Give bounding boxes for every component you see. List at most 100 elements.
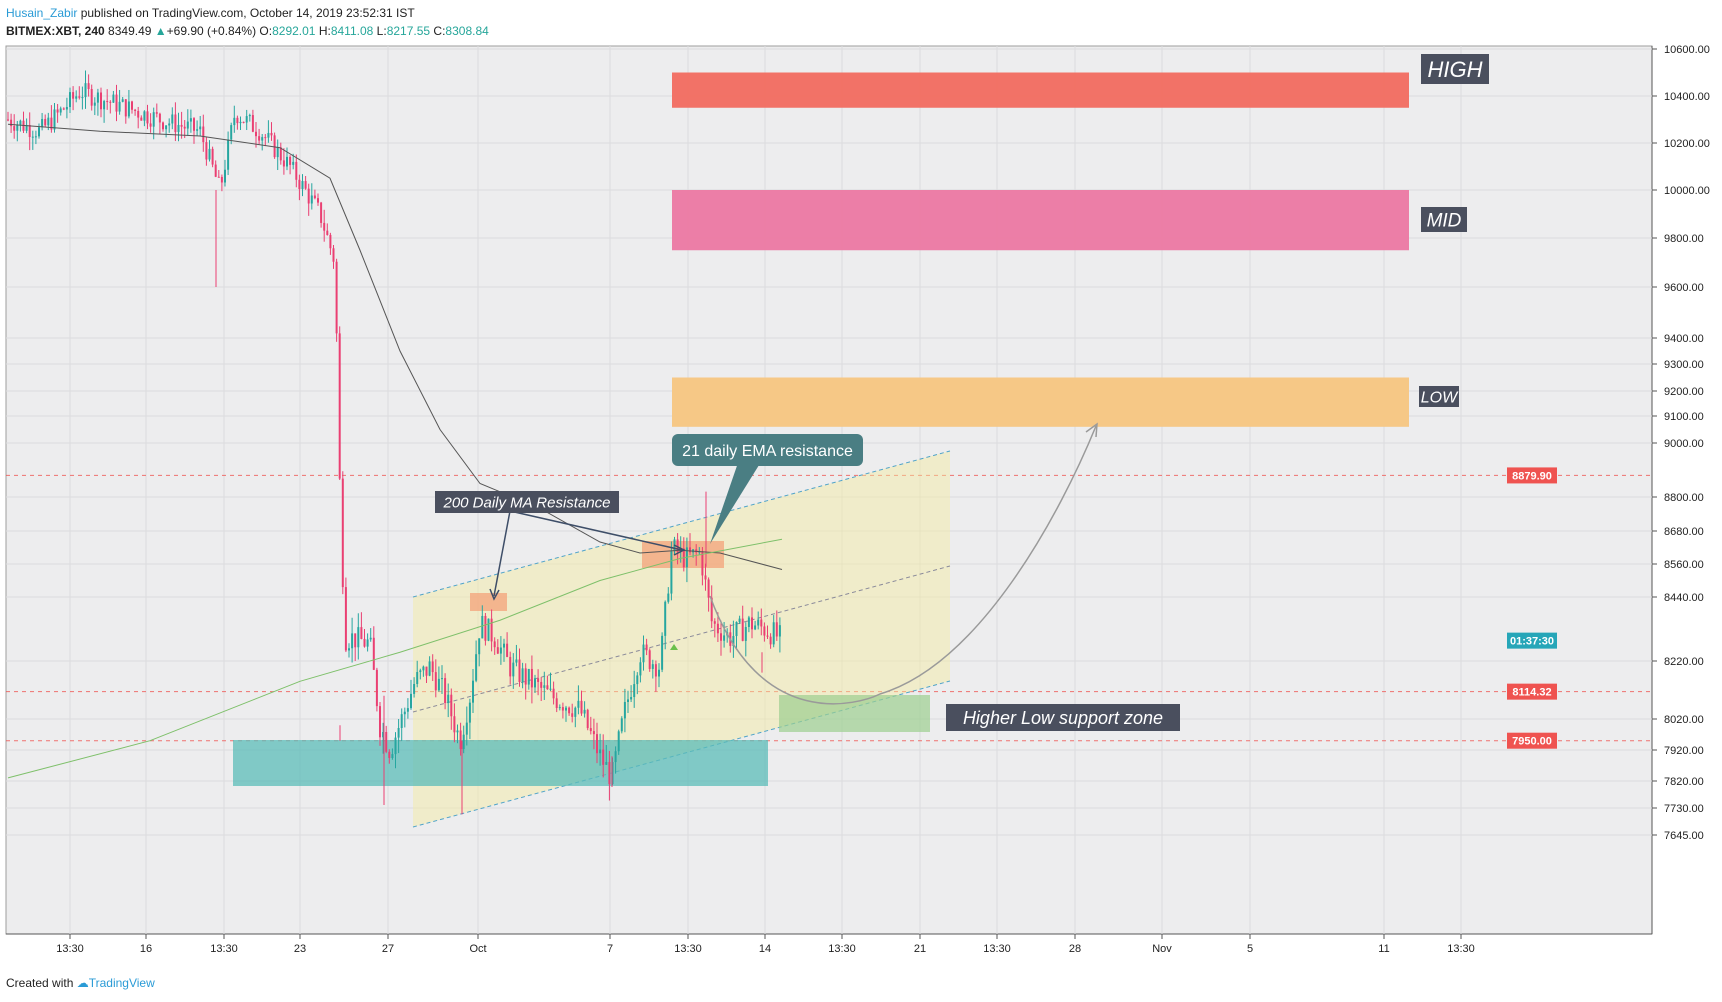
candle-body bbox=[372, 637, 375, 670]
candle-body bbox=[589, 728, 592, 732]
candle-body bbox=[47, 117, 50, 126]
candle-body bbox=[766, 635, 769, 637]
candle-body bbox=[211, 148, 214, 165]
candle-body bbox=[549, 688, 552, 690]
candle-body bbox=[158, 113, 161, 123]
candle-body bbox=[165, 125, 168, 130]
low-label: L: bbox=[376, 24, 387, 38]
candle-body bbox=[65, 107, 68, 110]
candle-body bbox=[422, 666, 425, 671]
candle-body bbox=[109, 101, 112, 103]
candle-body bbox=[168, 123, 171, 126]
candle-body bbox=[738, 618, 741, 622]
candle-body bbox=[279, 147, 282, 161]
candle-body bbox=[357, 627, 360, 648]
candle-body bbox=[242, 121, 245, 123]
candle-body bbox=[574, 707, 577, 717]
candle-body bbox=[667, 593, 670, 602]
candle-body bbox=[329, 234, 332, 249]
time-axis: 13:30 16 13:30 23 27 Oct 7 13:30 14 13:30 21 13:30 2… bbox=[56, 934, 1475, 955]
candle-body bbox=[444, 678, 447, 704]
candle-body bbox=[558, 707, 561, 709]
candle-body bbox=[100, 92, 102, 110]
footer: Created with ☁TradingView bbox=[6, 976, 155, 990]
candle-body bbox=[413, 684, 416, 694]
candle-body bbox=[651, 664, 654, 669]
candle-body bbox=[87, 83, 90, 90]
y-tick-label: 7730.00 bbox=[1664, 803, 1704, 815]
channel-mid bbox=[412, 565, 951, 713]
y-tick-label: 7920.00 bbox=[1664, 745, 1704, 757]
candle-body bbox=[379, 706, 381, 738]
candle-body bbox=[713, 621, 716, 624]
candle-body bbox=[487, 618, 490, 641]
candle-body bbox=[38, 127, 40, 137]
candle-body bbox=[527, 668, 530, 685]
candle-body bbox=[217, 176, 220, 178]
candle-body bbox=[96, 92, 99, 103]
candle-body bbox=[437, 678, 440, 691]
candle-body bbox=[202, 126, 205, 143]
candle-body bbox=[599, 749, 602, 754]
zone-high bbox=[672, 72, 1409, 108]
ma-resistance-label-text: 200 Daily MA Resistance bbox=[442, 494, 610, 511]
candle-body bbox=[44, 118, 47, 126]
candle-body bbox=[115, 94, 118, 112]
price-label-text: 01:37:30 bbox=[1510, 636, 1554, 648]
candle-body bbox=[568, 707, 571, 714]
x-tick-label: 27 bbox=[382, 943, 394, 955]
candle-body bbox=[149, 123, 152, 127]
candle-body bbox=[354, 633, 357, 648]
candle-body bbox=[645, 644, 648, 651]
candle-body bbox=[723, 635, 726, 641]
y-tick-label: 8220.00 bbox=[1664, 656, 1704, 668]
candle-body bbox=[326, 230, 329, 235]
last-price: 8349.49 bbox=[108, 24, 152, 38]
candle-body bbox=[503, 643, 505, 648]
candle-body bbox=[341, 478, 344, 588]
candle-body bbox=[174, 114, 177, 133]
candle-body bbox=[186, 121, 189, 129]
x-tick-label: 14 bbox=[759, 943, 771, 955]
candle-body bbox=[441, 678, 443, 680]
candle-body bbox=[658, 669, 660, 677]
y-tick-label: 8560.00 bbox=[1664, 559, 1704, 571]
x-tick-label: 11 bbox=[1378, 943, 1389, 955]
y-tick-label: 9400.00 bbox=[1664, 333, 1704, 345]
chart-area[interactable]: 200 Daily MA Resistance 21 daily EMA resi… bbox=[0, 44, 1722, 984]
candle-body bbox=[620, 718, 623, 732]
candle-body bbox=[118, 101, 121, 112]
candle-body bbox=[258, 136, 261, 141]
candle-body bbox=[310, 195, 313, 204]
candle-body bbox=[289, 156, 292, 165]
candle-body bbox=[78, 96, 81, 98]
price-label-box bbox=[1507, 467, 1557, 484]
open-label: O: bbox=[259, 24, 273, 38]
candle-body bbox=[146, 111, 149, 124]
candle-body bbox=[162, 122, 164, 130]
candle-body bbox=[552, 688, 555, 699]
zone-label-mid-text: MID bbox=[1427, 210, 1462, 231]
price-chart[interactable]: 200 Daily MA Resistance 21 daily EMA resi… bbox=[0, 44, 1722, 984]
candle-body bbox=[7, 119, 9, 121]
candle-body bbox=[524, 668, 527, 685]
candle-body bbox=[543, 685, 546, 688]
candle-body bbox=[344, 587, 347, 651]
ma-arrow-2 bbox=[509, 510, 683, 551]
candle-body bbox=[69, 92, 71, 108]
candle-body bbox=[506, 643, 509, 657]
candle-body bbox=[741, 618, 744, 641]
tradingview-link[interactable]: TradingView bbox=[88, 976, 155, 990]
ema-21-line bbox=[7, 538, 783, 779]
candle-body bbox=[521, 668, 524, 682]
candle-body bbox=[720, 633, 722, 641]
x-tick-label: 13:30 bbox=[56, 943, 84, 955]
author-link[interactable]: Husain_Zabir bbox=[6, 6, 78, 20]
candle-body bbox=[670, 551, 673, 594]
price-change: +69.90 (+0.84%) bbox=[166, 24, 257, 38]
y-tick-label: 9300.00 bbox=[1664, 359, 1704, 371]
x-tick-label: 13:30 bbox=[1447, 943, 1475, 955]
y-tick-label: 8440.00 bbox=[1664, 592, 1704, 604]
candle-body bbox=[664, 601, 667, 636]
annotations: 200 Daily MA Resistance 21 daily EMA resi… bbox=[435, 54, 1489, 731]
